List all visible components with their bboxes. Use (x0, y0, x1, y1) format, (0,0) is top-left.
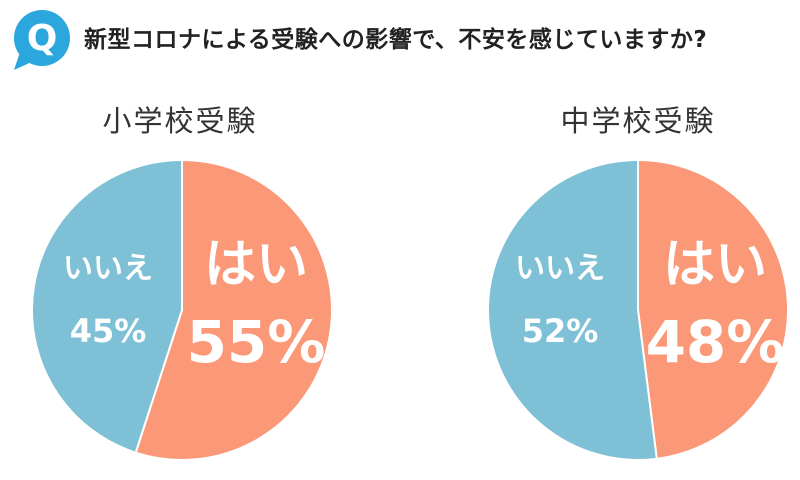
pie-slice-no (487, 158, 658, 461)
q-badge-icon: Q (14, 10, 70, 70)
pie-chart-elementary: はい 55% いいえ 45% (31, 158, 333, 461)
header: Q 新型コロナによる受験への影響で、不安を感じていますか? (0, 0, 800, 80)
chart-title-junior-high: 中学校受験 (560, 104, 716, 138)
slice-value-no: 45% (70, 312, 147, 350)
slice-label-yes: はい (663, 235, 767, 295)
pie-slice-yes (637, 158, 789, 460)
pie-chart-junior-high: はい 48% いいえ 52% (487, 158, 789, 461)
question-text: 新型コロナによる受験への影響で、不安を感じていますか? (84, 27, 708, 53)
slice-label-no: いいえ (63, 251, 153, 286)
pie-slice-no (31, 158, 183, 454)
slice-label-yes: はい (204, 235, 308, 295)
pie-slice-yes (134, 158, 333, 461)
slice-value-no: 52% (522, 312, 599, 350)
slice-label-no: いいえ (515, 251, 605, 286)
slice-value-yes: 48% (646, 308, 785, 376)
q-badge-letter: Q (27, 18, 58, 59)
chart-title-elementary: 小学校受験 (102, 104, 258, 138)
slice-value-yes: 55% (187, 308, 326, 376)
